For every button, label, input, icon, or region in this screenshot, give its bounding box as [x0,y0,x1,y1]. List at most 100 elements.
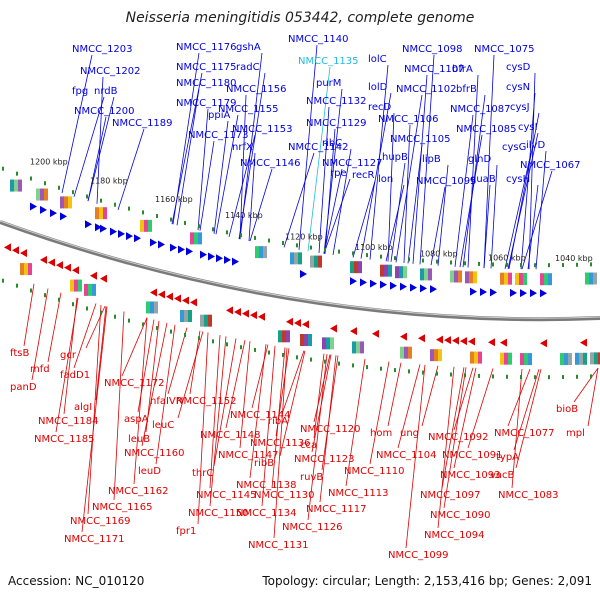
bottom-label-line [467,368,494,449]
forward-gene-arrow [50,209,57,218]
top-gene-label: cysG [502,142,526,153]
feature-block [140,219,144,232]
scale-tick [58,297,60,302]
top-gene-label: NMCC_1095 [416,176,477,187]
feature-block [298,252,302,265]
feature-block [194,232,198,245]
bottom-label-line [405,364,426,549]
feature-block [575,352,579,365]
top-label-line [117,128,145,210]
bottom-label-line [189,330,201,395]
top-gene-labels: NMCC_1203 NMCC_1176 gshA NMCC_1140 NMCC_1098… [72,34,581,187]
top-gene-label: NMCC_1153 [232,124,293,135]
scale-tick [282,241,284,246]
top-gene-label: NMCC_1155 [218,104,279,115]
top-gene-label: ilvD [526,140,545,151]
forward-gene-arrow [410,283,417,292]
reverse-gene-arrow [500,338,507,347]
feature-block [278,330,282,343]
bottom-gene-label: NMCC_1090 [430,510,491,521]
reverse-gene-arrow [242,309,249,318]
scale-tick [590,374,592,379]
bottom-gene-label: NMCC_1150 [188,508,249,519]
feature-block [350,261,354,274]
top-label-line [483,184,491,269]
scale-tick [212,227,214,232]
bottom-label-line [281,350,305,415]
top-gene-label: hupB [382,152,408,163]
top-label-line [248,152,256,242]
feature-block [356,341,360,354]
scale-tick [142,210,144,215]
feature-block [78,279,82,292]
forward-gene-arrow [186,247,193,256]
feature-block [282,330,286,343]
bottom-label-line [261,345,276,507]
scale-tick [44,181,46,186]
scale-tick [338,361,340,366]
forward-gene-arrow [40,205,47,214]
scale-tick [506,262,508,267]
reverse-gene-arrow [234,307,241,316]
bottom-gene-label: fadD1 [60,370,90,381]
top-label-line [535,150,547,270]
feature-block [146,301,150,314]
bottom-label-line [437,366,455,529]
scale-tick [562,263,564,268]
scale-tick [16,171,18,176]
top-gene-label: NMCC_1067 [520,160,581,171]
feature-block [64,196,68,209]
bottom-label-line [387,362,402,427]
feature-block [500,352,504,365]
top-gene-label: rpe [330,168,347,179]
forward-gene-arrow [126,232,133,241]
scale-tick [520,375,522,380]
feature-block [263,246,267,259]
scale-tick [100,310,102,315]
scale-tick [394,368,396,373]
reverse-gene-arrow [488,338,495,347]
reverse-gene-arrow [372,329,379,338]
scale-tick [198,336,200,341]
top-label-line [403,124,411,264]
scale-tick [310,357,312,362]
top-gene-label: NMCC_1180 [176,78,237,89]
scale-tick [506,374,508,379]
top-label-line [521,170,553,270]
feature-block [10,179,14,192]
feature-block [68,196,72,209]
bottom-gene-label: ribA [268,416,288,427]
scale-tick [30,176,32,181]
top-gene-label: NMCC_1129 [306,118,367,129]
feature-block [400,346,404,359]
bottom-label-line [587,368,599,427]
bottom-gene-label: NMCC_1136 [250,438,311,449]
reverse-gene-arrow [166,292,173,301]
genome-backbone [0,220,600,322]
scale-tick [450,260,452,265]
scale-tick [310,245,312,250]
bottom-gene-label: NMCC_1185 [34,434,95,445]
bottom-label-line [23,283,35,347]
top-label-line [527,184,539,270]
bottom-label-line [121,317,148,377]
scale-tick [338,249,340,254]
feature-block [92,283,96,296]
top-gene-label: cysD [506,62,531,73]
reverse-gene-arrow [452,336,459,345]
reverse-gene-arrow [150,288,157,297]
feature-block [408,346,412,359]
forward-gene-arrow [110,227,117,236]
bottom-gene-label: NMCC_1131 [248,540,309,551]
forward-gene-arrow [300,270,307,278]
feature-block [184,310,188,322]
forward-gene-arrow [208,252,215,261]
bottom-gene-label: NMCC_1104 [376,450,437,461]
forward-gene-arrow [30,202,37,211]
bottom-gene-label: NMCC_1162 [108,486,169,497]
bottom-label-line [213,338,237,467]
scale-tick [492,262,494,267]
top-label-line [307,66,331,252]
scale-tick [86,194,88,199]
feature-block [404,346,408,359]
